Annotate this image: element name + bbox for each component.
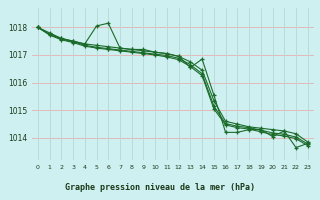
Text: Graphe pression niveau de la mer (hPa): Graphe pression niveau de la mer (hPa) — [65, 183, 255, 192]
